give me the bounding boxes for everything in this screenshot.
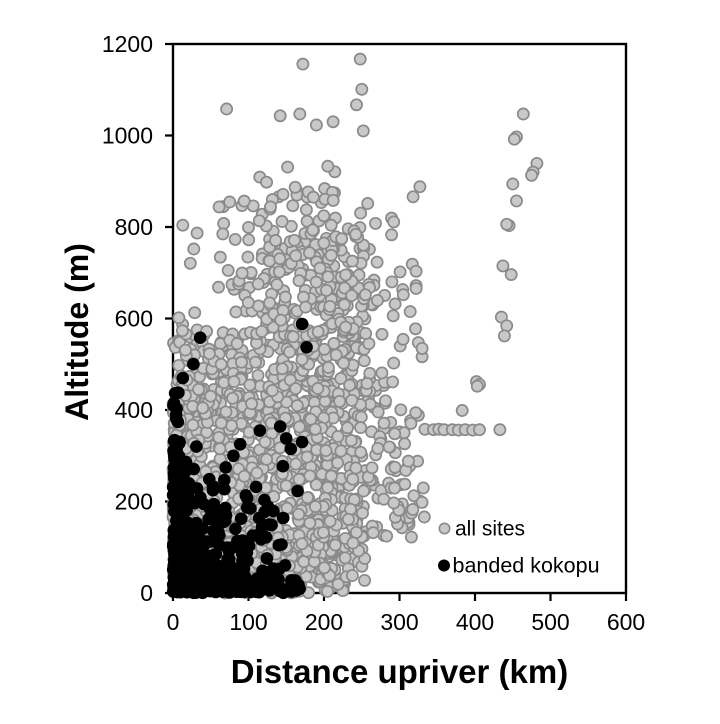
svg-text:0: 0 <box>140 580 153 606</box>
svg-text:Distance upriver (km): Distance upriver (km) <box>231 653 568 690</box>
svg-text:200: 200 <box>305 609 343 635</box>
svg-text:Altitude (m): Altitude (m) <box>59 243 95 421</box>
svg-text:600: 600 <box>607 609 645 635</box>
svg-text:200: 200 <box>115 489 153 515</box>
svg-text:1200: 1200 <box>102 31 153 57</box>
svg-text:100: 100 <box>229 609 267 635</box>
svg-text:0: 0 <box>167 609 180 635</box>
svg-text:400: 400 <box>115 397 153 423</box>
svg-text:300: 300 <box>380 609 418 635</box>
svg-text:500: 500 <box>531 609 569 635</box>
svg-text:600: 600 <box>115 306 153 332</box>
svg-text:1000: 1000 <box>102 123 153 149</box>
svg-text:all sites: all sites <box>455 518 525 541</box>
svg-text:banded kokopu: banded kokopu <box>453 554 600 578</box>
svg-text:400: 400 <box>456 609 494 635</box>
svg-text:800: 800 <box>115 214 153 240</box>
